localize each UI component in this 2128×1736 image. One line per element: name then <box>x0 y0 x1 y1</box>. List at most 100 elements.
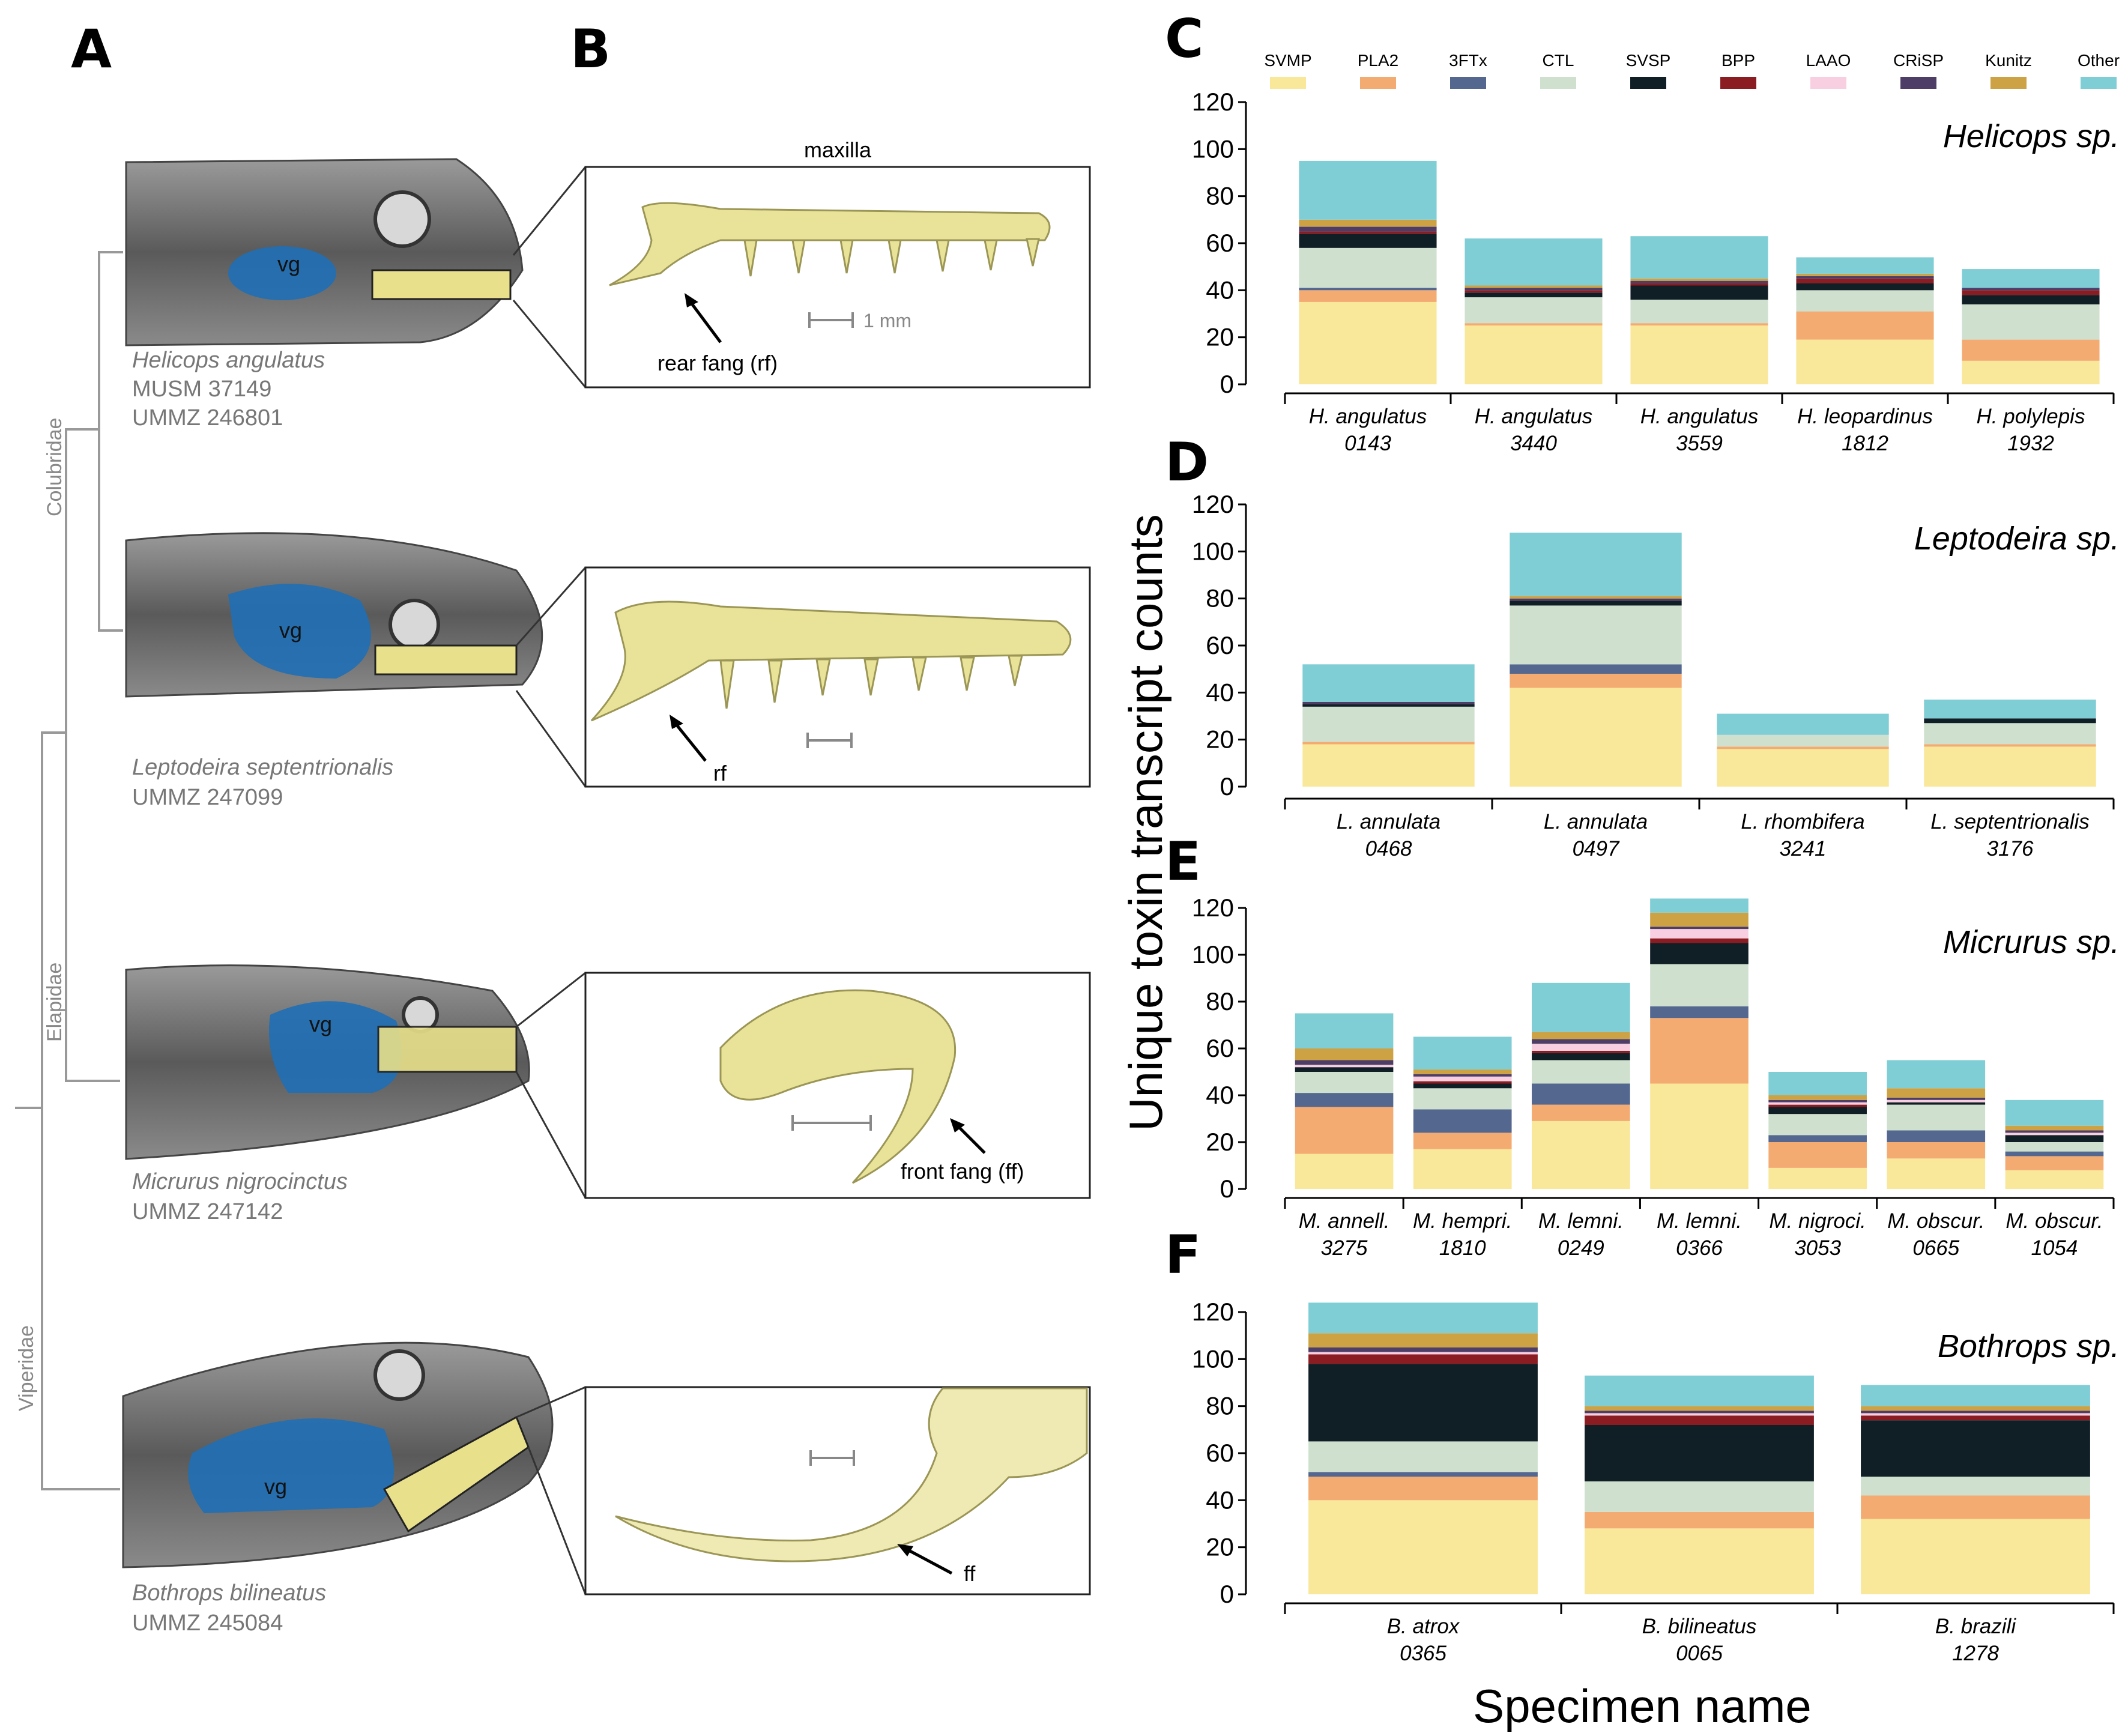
bar-segment-pla2 <box>1302 742 1475 745</box>
bar-segment-3ftx <box>2005 1151 2104 1157</box>
chart-panel-f: 0 20 40 60 80 100 120 B. atrox 0365 B. bilineatus… <box>1192 1298 2120 1665</box>
specimen-id: UMMZ 247099 <box>132 785 283 810</box>
legend-label: CTL <box>1543 51 1574 70</box>
x-axis-label: Specimen name <box>1473 1680 1812 1732</box>
bar-segment-ctl <box>1717 734 1889 747</box>
bar-segment-laao <box>1308 1352 1538 1355</box>
bar-segment-svmp <box>1299 301 1437 384</box>
legend-label: BPP <box>1721 51 1755 70</box>
bar-segment-kunitz <box>2005 1125 2104 1131</box>
bar-segment-svmp <box>1887 1158 1986 1189</box>
venom-gland <box>188 1418 394 1513</box>
x-tick-label: L. annulata <box>1544 810 1648 833</box>
x-axis <box>1284 1602 2115 1614</box>
legend-swatch <box>1270 77 1306 89</box>
vg-label: vg <box>264 1474 287 1499</box>
specimen-id: MUSM 37149 <box>132 377 271 402</box>
bar-segment-kunitz <box>1887 1088 1986 1098</box>
chart-panel-c: 0 20 40 60 80 100 120 H. angulatus 0143 H. angula… <box>1192 88 2120 455</box>
bar-segment-ctl <box>1308 1441 1538 1472</box>
tree-branch-colubridae <box>98 251 123 632</box>
legend-label: SVMP <box>1264 51 1311 70</box>
maxilla-highlight <box>374 644 518 676</box>
bar-segment-pla2 <box>1962 339 2100 361</box>
bar-segment-crisp <box>1650 927 1749 930</box>
x-tick-label: H. angulatus <box>1475 405 1593 428</box>
x-tick-label: B. atrox <box>1387 1615 1460 1638</box>
bar-segment-3ftx <box>1768 1135 1867 1142</box>
bar-segment-svmp <box>1924 746 2096 787</box>
bar-segment-3ftx <box>1295 1093 1394 1107</box>
x-tick-label: 1278 <box>1952 1642 1999 1665</box>
bar-segment-crisp <box>1510 598 1682 601</box>
family-elapidae: Elapidae <box>43 963 66 1042</box>
x-tick-label: H. angulatus <box>1640 405 1759 428</box>
bar-segment-crisp <box>1465 288 1603 291</box>
bar-segment-3ftx <box>1510 664 1682 674</box>
bar-segment-svmp <box>1413 1149 1512 1189</box>
bar-segment-bpp <box>1650 938 1749 943</box>
bar-segment-bpp <box>1861 1415 2090 1421</box>
legend-swatch <box>1900 77 1936 89</box>
y-tick-label: 80 <box>1206 1392 1234 1420</box>
tree-branch-elapidae <box>65 428 120 1082</box>
y-tick-label: 20 <box>1206 1533 1234 1561</box>
bar-segment-kunitz <box>1308 1333 1538 1347</box>
x-tick-label: M. hempri. <box>1413 1209 1512 1233</box>
ff-label: ff <box>964 1561 976 1586</box>
bar-segment-3ftx <box>1413 1109 1512 1133</box>
bar-segment-ctl <box>1510 605 1682 665</box>
x-tick-label: L. rhombifera <box>1741 810 1864 833</box>
bar-segment-bpp <box>1308 1354 1538 1364</box>
bar-segment-crisp <box>1887 1097 1986 1100</box>
legend-swatch <box>1990 77 2027 89</box>
bar-segment-pla2 <box>1768 1142 1867 1168</box>
bar-segment-kunitz <box>1295 1048 1394 1060</box>
bar-segment-ctl <box>1861 1477 2090 1496</box>
specimen-species: Micrurus nigrocinctus <box>132 1169 348 1194</box>
scale-bar-label: 1 mm <box>863 310 911 331</box>
bar-segment-svmp <box>1465 325 1603 384</box>
bar-segment-svsp <box>1308 1364 1538 1442</box>
vg-label: vg <box>279 618 302 643</box>
specimen-species: Bothrops bilineatus <box>132 1580 326 1606</box>
x-tick-label: 3053 <box>1794 1236 1841 1260</box>
x-tick-label: M. nigroci. <box>1769 1209 1866 1233</box>
bar-segment-other <box>1308 1302 1538 1334</box>
y-tick-label: 40 <box>1206 1081 1234 1109</box>
bar-segment-other <box>1465 238 1603 286</box>
bar-segment-ctl <box>1630 300 1768 324</box>
bar-segment-kunitz <box>1510 596 1682 599</box>
x-tick-label: L. septentrionalis <box>1930 810 2090 833</box>
legend-swatch <box>1540 77 1576 89</box>
bar-segment-crisp <box>1413 1074 1512 1077</box>
bar-segment-other <box>1861 1385 2090 1406</box>
snake-head-bothrops: vg <box>122 1341 554 1568</box>
rf-label: rf <box>713 761 727 785</box>
y-tick-label: 60 <box>1206 229 1234 257</box>
chart-title: Leptodeira sp. <box>1914 521 2120 557</box>
bar-segment-svsp <box>1861 1420 2090 1477</box>
bar-segment-laao <box>2005 1133 2104 1136</box>
bar-segment-other <box>1510 533 1682 596</box>
bar-segment-svmp <box>1510 688 1682 787</box>
chart-title: Micrurus sp. <box>1943 924 2120 960</box>
bar-segment-kunitz <box>1650 912 1749 927</box>
bar-segment-svsp <box>1630 285 1768 300</box>
specimen-species: Leptodeira septentrionalis <box>132 755 393 780</box>
bar-segment-crisp <box>1962 288 2100 291</box>
y-axis: 0 20 40 60 80 100 120 <box>1192 894 1247 1203</box>
bar-segment-svmp <box>1650 1083 1749 1189</box>
snake-head-helicops: vg <box>125 158 524 346</box>
maxilla-bone-leptodeira <box>590 600 1072 722</box>
x-tick-label: H. leopardinus <box>1797 405 1933 428</box>
x-tick-label: 0249 <box>1558 1236 1604 1260</box>
chart-panel-d: 0 20 40 60 80 100 120 L. annulata 0468 L. annulat… <box>1192 490 2120 860</box>
maxilla-bone-bothrops <box>615 1387 1088 1562</box>
scale-bar <box>791 1115 872 1131</box>
legend-swatch <box>1450 77 1486 89</box>
y-tick-label: 0 <box>1220 1175 1234 1203</box>
bar-segment-laao <box>1887 1099 1986 1102</box>
bar-segment-other <box>1302 664 1475 702</box>
maxilla-highlight <box>371 269 512 300</box>
